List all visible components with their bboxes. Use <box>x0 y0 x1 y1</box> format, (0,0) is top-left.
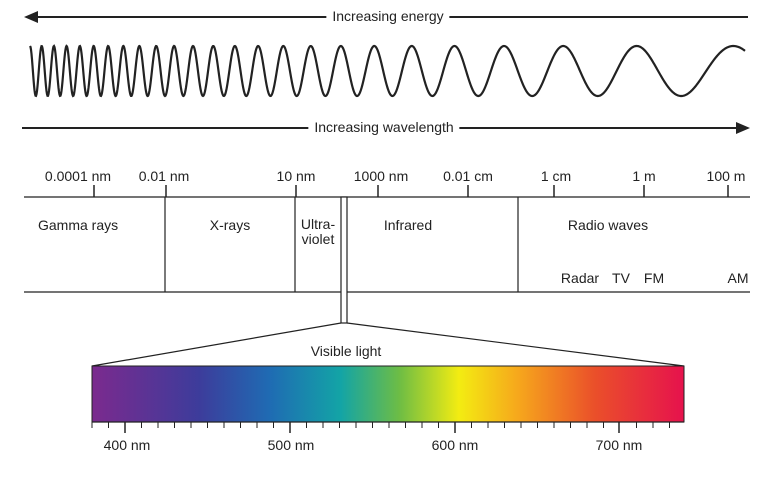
zoom-line-right <box>346 322 685 367</box>
visible-minor-ticks <box>91 422 670 428</box>
visible-spectrum-bar <box>91 365 685 423</box>
visible-tick-label: 700 nm <box>595 437 643 453</box>
region-label-uv-line2: violet <box>301 231 335 247</box>
scale-tick-label: 1 m <box>632 168 656 184</box>
region-label-radio: Radio waves <box>567 217 649 233</box>
visible-slice <box>340 196 348 324</box>
zoom-line-left <box>91 322 342 367</box>
scale-tick-label: 100 m <box>706 168 746 184</box>
radio-band-label: AM <box>727 270 749 286</box>
region-label-xray: X-rays <box>209 217 251 233</box>
scale-tick-label: 0.0001 nm <box>44 168 112 184</box>
radio-band-label: FM <box>643 270 665 286</box>
radio-band-label: Radar <box>560 270 600 286</box>
scale-tick-label: 0.01 cm <box>443 168 493 184</box>
region-label-infrared: Infrared <box>383 217 433 233</box>
visible-tick-label: 400 nm <box>103 437 151 453</box>
radio-band-label: TV <box>612 270 630 286</box>
visible-tick-label: 600 nm <box>431 437 479 453</box>
scale-tick-label: 1000 nm <box>353 168 409 184</box>
wavelength-arrowhead-icon <box>736 122 750 134</box>
wave-curve <box>29 44 746 98</box>
energy-arrowhead-icon <box>24 11 38 23</box>
increasing-wavelength-label: Increasing wavelength <box>308 119 460 135</box>
visible-tick-label: 500 nm <box>267 437 315 453</box>
scale-tick-label: 1 cm <box>540 168 572 184</box>
scale-tick-marks <box>93 185 729 197</box>
region-label-gamma: Gamma rays <box>38 217 119 233</box>
region-label-uv-line1: Ultra- <box>300 216 336 232</box>
visible-light-label: Visible light <box>310 343 382 359</box>
scale-tick-label: 10 nm <box>276 168 316 184</box>
scale-tick-label: 0.01 nm <box>138 168 190 184</box>
increasing-energy-label: Increasing energy <box>326 8 450 24</box>
